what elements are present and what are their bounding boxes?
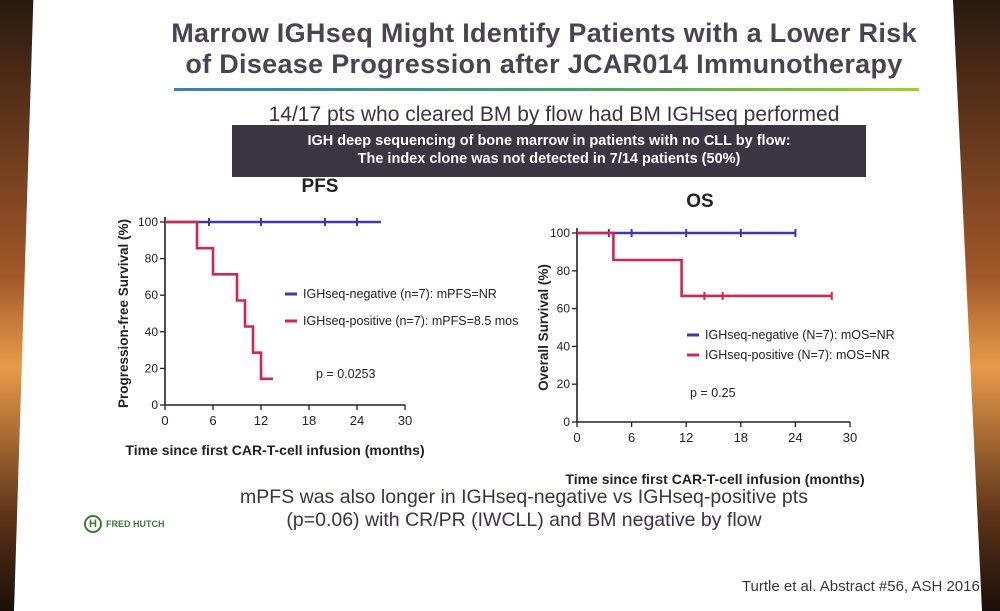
chart-os-y-tick-label: 100 <box>550 226 570 240</box>
chart-pfs-x-tick-label: 6 <box>209 413 216 428</box>
chart-os-x-tick-label: 30 <box>843 430 857 445</box>
chart-os-p-value: p = 0.25 <box>690 386 736 400</box>
fred-hutch-logo: H FRED HUTCH <box>84 515 165 533</box>
chart-pfs-x-axis-label: Time since first CAR-T-cell infusion (mo… <box>125 442 424 458</box>
citation: Turtle et al. Abstract #56, ASH 2016. <box>741 578 984 595</box>
chart-pfs-x-tick-label: 24 <box>350 413 364 428</box>
chart-pfs-x-tick-label: 30 <box>398 413 412 428</box>
chart-pfs-y-tick-label: 40 <box>145 325 159 339</box>
chart-pfs-series-positive <box>165 220 273 381</box>
footer-line-2: (p=0.06) with CR/PR (IWCLL) and BM negat… <box>286 509 762 531</box>
title-line-1: Marrow IGHseq Might Identify Patients wi… <box>171 18 917 48</box>
slide-title: Marrow IGHseq Might Identify Patients wi… <box>164 18 924 80</box>
subtitle: 14/17 pts who cleared BM by flow had BM … <box>268 103 840 126</box>
chart-os-title: OS <box>686 191 713 212</box>
chart-os-y-tick-label: 40 <box>557 339 571 353</box>
chart-pfs-legend-label: IGHseq-positive (n=7): mPFS=8.5 mos <box>303 314 518 328</box>
chart-pfs-title: PFS <box>302 176 339 197</box>
chart-os-x-tick-label: 0 <box>573 430 580 445</box>
chart-os-x-tick-label: 6 <box>628 430 635 445</box>
chart-os-x-tick-label: 24 <box>788 430 802 445</box>
chart-os-y-axis-label: Overall Survival (%) <box>536 264 551 391</box>
chart-pfs-p-value: p = 0.0253 <box>316 367 375 381</box>
chart-os-y-tick-label: 80 <box>557 264 571 278</box>
chart-pfs-y-tick-label: 60 <box>145 288 159 302</box>
banner-line-1: IGH deep sequencing of bone marrow in pa… <box>307 133 791 149</box>
chart-os-y-tick-label: 20 <box>557 377 571 391</box>
logo-text: FRED HUTCH <box>106 519 165 529</box>
chart-pfs-y-tick-label: 0 <box>151 398 158 412</box>
banner-line-2: The index clone was not detected in 7/14… <box>357 151 741 167</box>
title-rule <box>174 88 919 91</box>
highlight-banner: IGH deep sequencing of bone marrow in pa… <box>232 125 866 177</box>
footer-line-1: mPFS was also longer in IGHseq-negative … <box>240 486 808 508</box>
logo-mark-icon: H <box>84 515 102 533</box>
chart-pfs-y-tick-label: 80 <box>145 252 159 266</box>
chart-os-x-tick-label: 12 <box>679 430 693 445</box>
footer-note: mPFS was also longer in IGHseq-negative … <box>204 486 844 532</box>
chart-pfs-y-axis-label: Progression-free Survival (%) <box>116 219 131 408</box>
chart-pfs-y-tick-label: 100 <box>138 215 158 229</box>
chart-os-legend-label: IGHseq-positive (N=7): mOS=NR <box>705 348 890 362</box>
chart-os-y-tick-label: 60 <box>557 302 571 316</box>
chart-os-x-tick-label: 18 <box>734 430 748 445</box>
chart-pfs-y-tick-label: 20 <box>145 361 159 375</box>
chart-os-x-axis-label: Time since first CAR-T-cell infusion (mo… <box>565 471 864 487</box>
chart-os-legend-label: IGHseq-negative (N=7): mOS=NR <box>705 328 895 342</box>
chart-pfs-x-tick-label: 0 <box>161 413 168 428</box>
chart-pfs-legend-label: IGHseq-negative (n=7): mPFS=NR <box>303 287 497 301</box>
chart-os-y-tick-label: 0 <box>563 415 570 429</box>
chart-pfs-x-tick-label: 12 <box>254 413 268 428</box>
chart-pfs-x-tick-label: 18 <box>302 413 316 428</box>
slide: Marrow IGHseq Might Identify Patients wi… <box>14 0 982 611</box>
chart-os-series-positive <box>577 231 832 298</box>
title-line-2: of Disease Progression after JCAR014 Imm… <box>185 49 903 79</box>
